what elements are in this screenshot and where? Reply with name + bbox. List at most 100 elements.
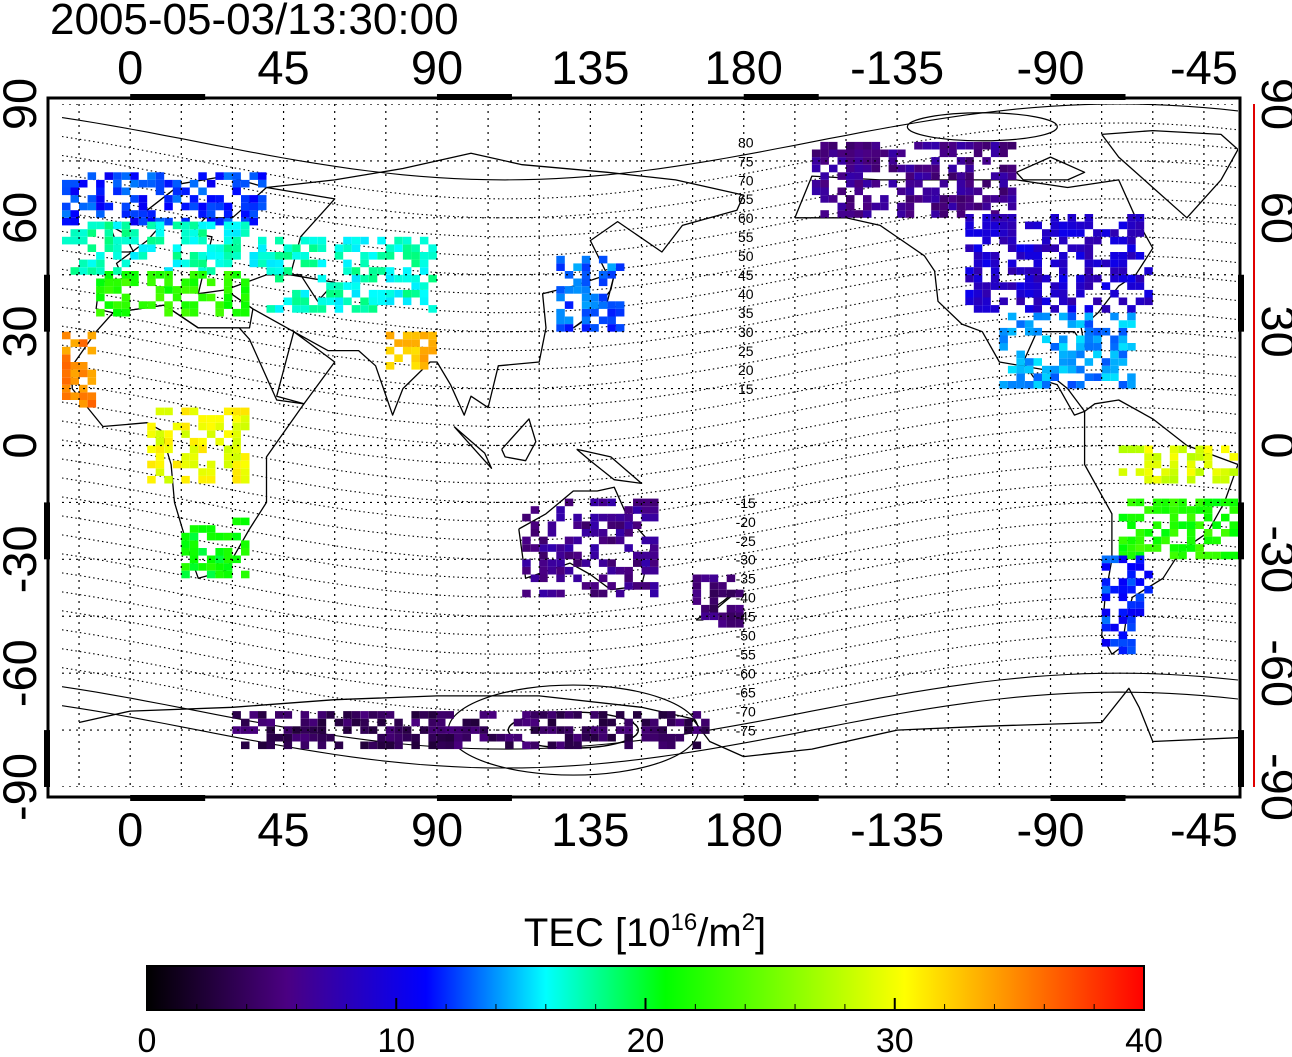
tec-cell	[411, 331, 420, 340]
tec-cell	[419, 236, 429, 245]
tec-cell	[641, 718, 650, 727]
tec-cell	[189, 540, 199, 548]
tec-cell	[232, 221, 241, 230]
tec-cell	[189, 301, 199, 309]
tec-cell	[965, 157, 974, 165]
tec-cell	[351, 274, 361, 283]
tec-cell	[309, 236, 318, 245]
tec-cell	[530, 506, 540, 514]
tec-cell	[377, 741, 386, 750]
tec-cell	[990, 172, 1000, 180]
tec-cell	[735, 589, 744, 598]
tec-cell	[1033, 381, 1042, 389]
tec-cell	[675, 718, 685, 727]
tec-cell	[1007, 221, 1017, 230]
tec-cell	[1101, 373, 1111, 381]
tec-cell	[1067, 297, 1077, 306]
tec-cell	[121, 301, 131, 309]
tec-cell	[624, 574, 633, 583]
tec-cell	[232, 415, 241, 423]
tec-cell	[147, 236, 156, 245]
tec-cell	[573, 711, 582, 719]
tec-cell	[539, 726, 548, 734]
tec-cell	[590, 544, 599, 552]
tec-cell	[1118, 335, 1128, 344]
tec-cell	[215, 555, 224, 564]
tec-cell	[1042, 229, 1051, 237]
tec-cell	[411, 733, 420, 742]
tec-cell	[999, 229, 1008, 237]
tec-cell	[292, 252, 301, 260]
tec-cell	[121, 187, 131, 196]
tec-cell	[530, 711, 540, 719]
tec-cell	[701, 604, 710, 613]
tec-cell	[317, 718, 327, 727]
tec-cell	[1186, 536, 1196, 545]
tec-cell	[232, 236, 241, 245]
tec-cell	[854, 179, 863, 188]
tec-cell	[62, 217, 71, 226]
tec-cell	[368, 741, 378, 750]
tec-cell	[428, 274, 437, 283]
tec-cell	[317, 244, 327, 252]
tec-cell	[1195, 506, 1204, 514]
tec-cell	[189, 525, 199, 533]
tec-cell	[1186, 506, 1196, 514]
tec-cell	[547, 566, 557, 575]
tec-cell	[1033, 252, 1042, 260]
coastline	[224, 152, 745, 416]
tec-cell	[965, 214, 974, 222]
tec-cell	[1050, 282, 1059, 290]
tec-cell	[232, 475, 241, 484]
tec-cell	[948, 149, 957, 158]
tec-cell	[624, 521, 633, 529]
tec-cell	[249, 711, 258, 719]
tec-cell	[1033, 289, 1042, 298]
tec-cell	[590, 582, 599, 590]
mlat-contour	[62, 653, 1238, 731]
tec-cell	[1110, 259, 1119, 268]
tec-cell	[189, 271, 199, 279]
tec-cell	[1101, 358, 1111, 366]
tec-cell	[1118, 608, 1128, 617]
tec-cell	[155, 236, 165, 245]
tec-cell	[96, 252, 105, 260]
tec-cell	[948, 195, 957, 203]
tec-cell	[522, 536, 531, 545]
tec-cell	[607, 301, 616, 309]
tec-cell	[1118, 358, 1128, 366]
tec-cell	[351, 282, 361, 290]
tec-cell	[1195, 453, 1204, 461]
tec-cell	[692, 726, 702, 734]
tec-cell	[79, 267, 88, 275]
tec-cell	[1059, 297, 1068, 306]
tec-cell	[87, 229, 97, 237]
tec-cell	[181, 308, 190, 317]
tec-cell	[198, 172, 207, 180]
tec-cell	[956, 172, 966, 180]
tec-cell	[113, 187, 122, 196]
tec-cell	[138, 252, 148, 260]
tec-cell	[275, 305, 284, 313]
tec-cell	[130, 195, 139, 203]
tec-cell	[189, 445, 199, 454]
tec-cell	[1042, 236, 1051, 245]
tec-cell	[735, 612, 744, 621]
tec-cell	[1152, 475, 1162, 484]
bottom-lon-label: 90	[411, 803, 463, 856]
tec-cell	[931, 202, 940, 211]
mlat-label: -35	[736, 571, 756, 587]
tec-cell	[79, 229, 88, 237]
tec-cell	[641, 498, 650, 507]
tec-cell	[317, 305, 327, 313]
tec-cell	[1118, 593, 1128, 602]
tec-cell	[96, 202, 105, 211]
tec-cell	[829, 164, 838, 173]
tec-cell	[982, 297, 991, 306]
tec-cell	[692, 574, 702, 583]
tec-cell	[846, 179, 855, 188]
tec-cell	[258, 179, 267, 188]
tec-cell	[428, 331, 437, 340]
tec-cell	[189, 437, 199, 446]
tec-cell	[1076, 274, 1085, 283]
